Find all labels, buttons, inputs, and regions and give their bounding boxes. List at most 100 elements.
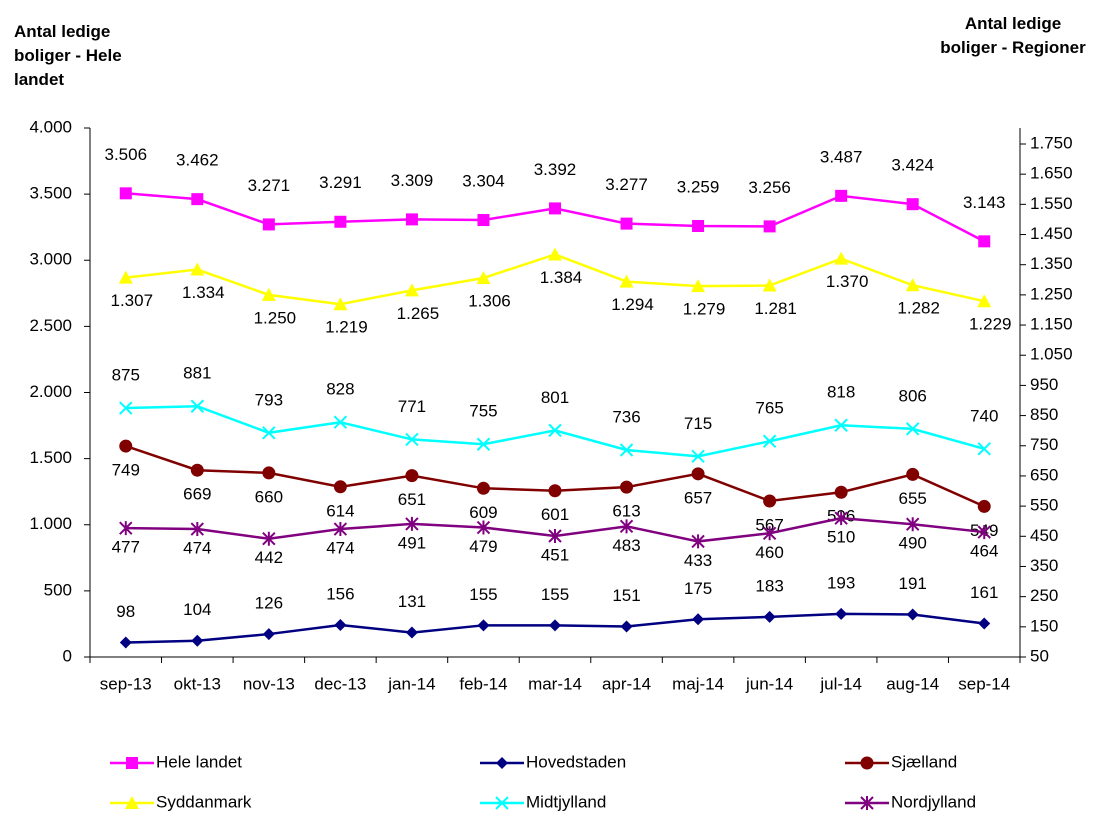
- data-label: 1.279: [683, 300, 726, 319]
- y2-tick-label: 950: [1030, 375, 1058, 394]
- y2-tick-label: 150: [1030, 616, 1058, 635]
- marker: [834, 485, 848, 499]
- legend-label: Hele landet: [156, 752, 242, 771]
- data-label: 490: [899, 534, 927, 553]
- marker: [261, 287, 276, 301]
- legend-label: Sjælland: [891, 752, 957, 771]
- marker: [763, 610, 776, 623]
- y2-tick-label: 1.750: [1030, 133, 1073, 152]
- y-tick-label: 2.000: [29, 382, 72, 401]
- y2-tick-label: 550: [1030, 496, 1058, 515]
- data-label: 155: [469, 585, 497, 604]
- marker: [834, 511, 848, 526]
- marker: [906, 608, 919, 621]
- y2-tick-label: 650: [1030, 465, 1058, 484]
- legend-item: Hele landet: [110, 752, 242, 771]
- marker: [835, 607, 848, 620]
- marker: [834, 251, 849, 265]
- data-label: 126: [255, 594, 283, 613]
- data-label: 3.309: [391, 171, 434, 190]
- marker: [691, 449, 705, 464]
- data-label: 1.281: [754, 299, 797, 318]
- data-label: 483: [612, 536, 640, 555]
- marker: [905, 278, 920, 292]
- marker: [404, 283, 419, 297]
- data-label: 736: [612, 407, 640, 426]
- marker: [977, 525, 991, 540]
- y2-tick-label: 750: [1030, 435, 1058, 454]
- y-tick-label: 500: [44, 580, 72, 599]
- data-label: 104: [183, 600, 211, 619]
- data-label: 477: [112, 538, 140, 557]
- x-tick-label: jan-14: [387, 674, 435, 693]
- marker: [477, 214, 490, 227]
- marker: [905, 422, 920, 436]
- data-label: 1.219: [325, 318, 368, 337]
- marker: [333, 415, 348, 429]
- data-label: 609: [469, 503, 497, 522]
- marker: [476, 270, 491, 284]
- data-label: 175: [684, 579, 712, 598]
- x-tick-label: nov-13: [243, 674, 295, 693]
- marker: [691, 534, 705, 549]
- legend-label: Midtjylland: [526, 792, 606, 811]
- marker: [692, 613, 705, 626]
- marker: [977, 294, 992, 308]
- marker: [119, 401, 133, 415]
- marker: [190, 262, 205, 276]
- y-tick-label: 4.000: [29, 117, 72, 136]
- data-label: 156: [326, 584, 354, 603]
- y2-tick-label: 1.350: [1030, 254, 1073, 273]
- data-label: 660: [255, 487, 283, 506]
- y2-tick-label: 1.650: [1030, 164, 1073, 183]
- marker: [977, 442, 991, 456]
- data-label: 3.256: [748, 178, 791, 197]
- x-tick-label: jul-14: [819, 674, 862, 693]
- marker: [620, 620, 633, 633]
- marker: [620, 217, 633, 230]
- data-label: 464: [970, 542, 998, 561]
- data-label: 651: [398, 490, 426, 509]
- data-label: 793: [255, 390, 283, 409]
- legend-label: Nordjylland: [891, 792, 976, 811]
- data-label: 3.271: [248, 176, 291, 195]
- y-tick-label: 1.500: [29, 448, 72, 467]
- x-tick-label: dec-13: [314, 674, 366, 693]
- marker: [476, 481, 490, 495]
- data-label: 828: [326, 380, 354, 399]
- marker: [476, 437, 491, 451]
- marker: [495, 796, 509, 810]
- data-label: 818: [827, 383, 855, 402]
- data-label: 655: [899, 489, 927, 508]
- marker: [691, 467, 705, 481]
- marker: [190, 463, 204, 477]
- marker: [476, 520, 491, 535]
- marker: [619, 274, 634, 288]
- data-label: 460: [755, 543, 783, 562]
- data-label: 740: [970, 406, 998, 425]
- data-label: 771: [398, 397, 426, 416]
- marker: [548, 484, 562, 498]
- y2-tick-label: 1.150: [1030, 315, 1073, 334]
- data-label: 1.294: [611, 295, 654, 314]
- data-label: 715: [684, 414, 712, 433]
- marker: [119, 521, 133, 536]
- data-label: 801: [541, 388, 569, 407]
- marker: [118, 270, 133, 284]
- marker: [834, 418, 848, 432]
- y2-axis-title: Antal ledige boliger - Regioner: [940, 14, 1086, 57]
- marker: [125, 796, 139, 809]
- y-tick-label: 3.000: [29, 250, 72, 269]
- marker: [262, 531, 276, 546]
- legend-item: Midtjylland: [480, 792, 606, 811]
- y2-tick-label: 50: [1030, 646, 1049, 665]
- data-label: 3.291: [319, 173, 362, 192]
- marker: [119, 636, 132, 649]
- data-label: 451: [541, 545, 569, 564]
- marker: [496, 757, 508, 769]
- marker: [334, 619, 347, 632]
- data-label: 1.306: [468, 291, 511, 310]
- data-label: 479: [469, 537, 497, 556]
- x-tick-label: apr-14: [602, 674, 651, 693]
